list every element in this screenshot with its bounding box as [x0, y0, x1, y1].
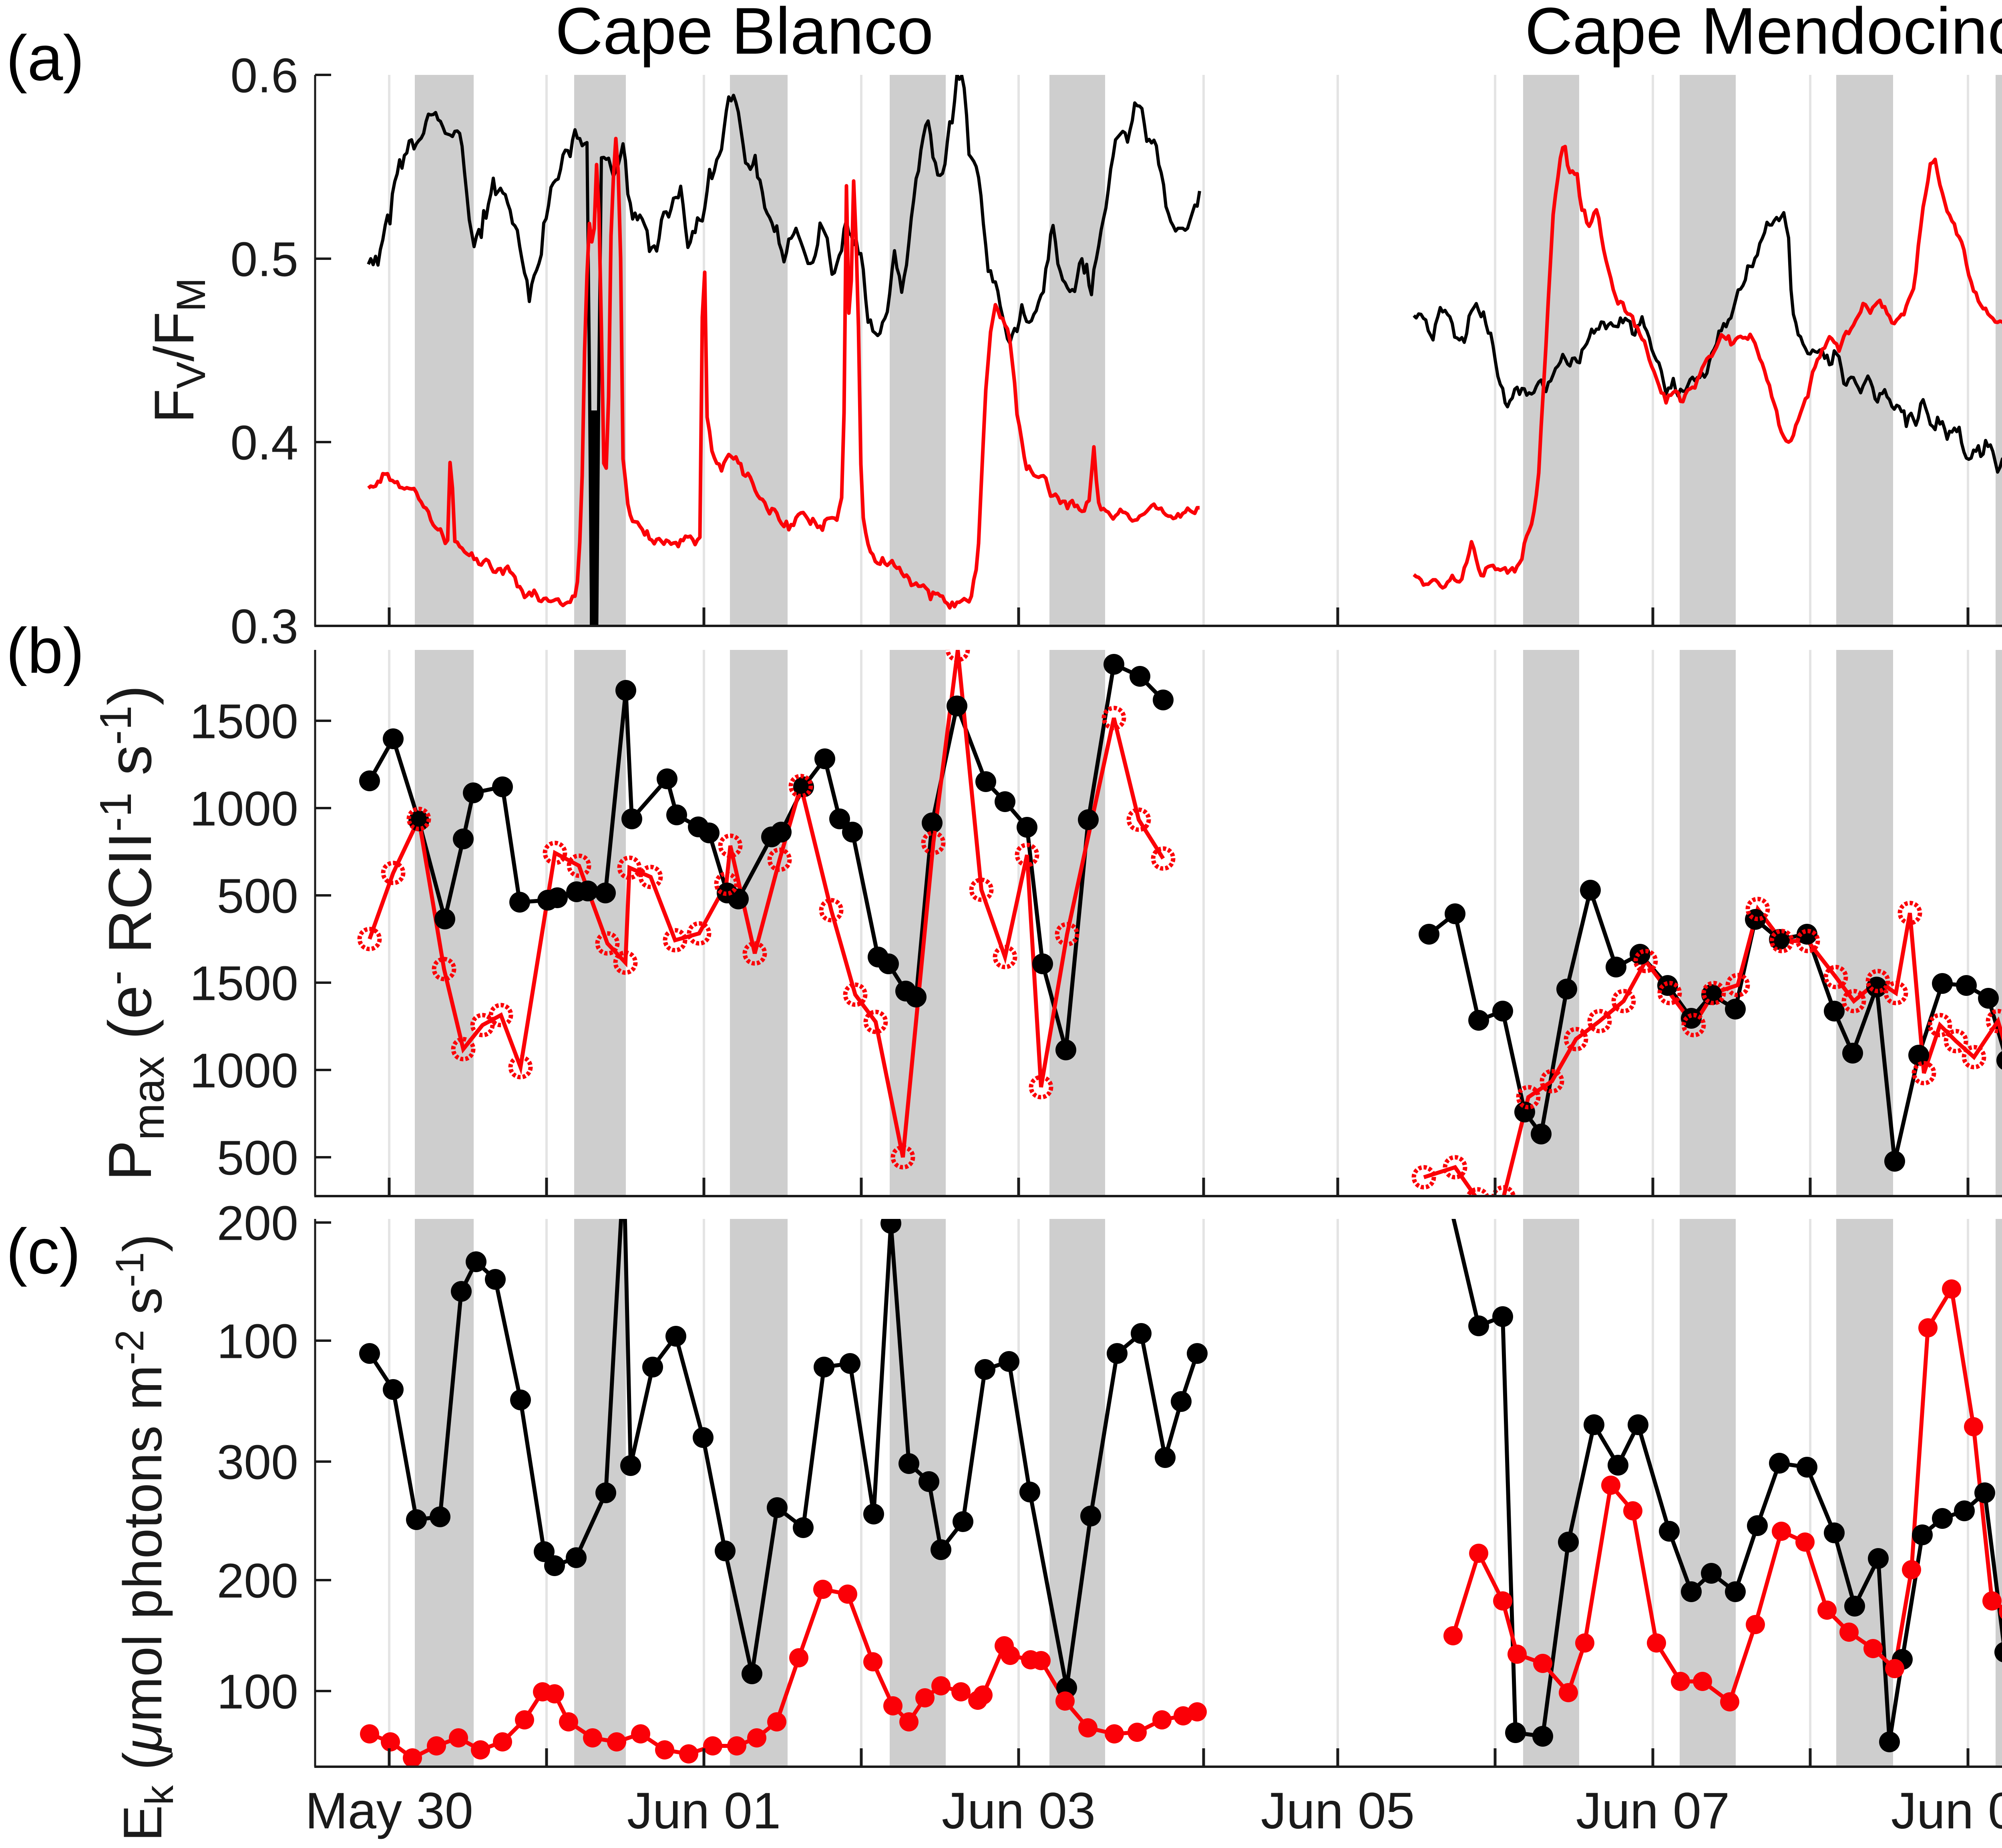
svg-text:May 30: May 30	[305, 1782, 473, 1840]
svg-text:100: 100	[217, 1314, 298, 1368]
svg-text:0.4: 0.4	[230, 415, 298, 470]
svg-text:1500: 1500	[190, 694, 298, 748]
svg-text:1500: 1500	[190, 956, 298, 1010]
svg-text:Cape Blanco: Cape Blanco	[555, 0, 934, 68]
svg-text:0.6: 0.6	[230, 48, 298, 103]
svg-text:100: 100	[217, 1664, 298, 1719]
svg-text:Jun 05: Jun 05	[1261, 1782, 1415, 1840]
svg-text:1000: 1000	[190, 1043, 298, 1098]
svg-text:Ek (μmol photons m-2 s-1): Ek (μmol photons m-2 s-1)	[107, 1234, 181, 1842]
svg-text:Jun 01: Jun 01	[627, 1782, 781, 1840]
svg-text:(b): (b)	[6, 615, 84, 686]
svg-text:0.3: 0.3	[230, 599, 298, 654]
svg-text:(a): (a)	[6, 22, 84, 94]
svg-text:(c): (c)	[6, 1215, 81, 1287]
svg-text:1000: 1000	[190, 781, 298, 836]
svg-text:Jun 03: Jun 03	[942, 1782, 1095, 1840]
svg-text:200: 200	[217, 1196, 298, 1250]
svg-text:0.5: 0.5	[230, 232, 298, 286]
svg-text:Jun 09: Jun 09	[1891, 1782, 2002, 1840]
svg-text:500: 500	[217, 869, 298, 923]
svg-text:300: 300	[217, 1435, 298, 1489]
svg-text:500: 500	[217, 1130, 298, 1185]
svg-text:Jun 07: Jun 07	[1576, 1782, 1730, 1840]
svg-text:200: 200	[217, 1553, 298, 1608]
svg-text:Cape Mendocino: Cape Mendocino	[1525, 0, 2002, 68]
svg-text:Pmax (e- RCII-1 s-1): Pmax (e- RCII-1 s-1)	[91, 685, 173, 1181]
